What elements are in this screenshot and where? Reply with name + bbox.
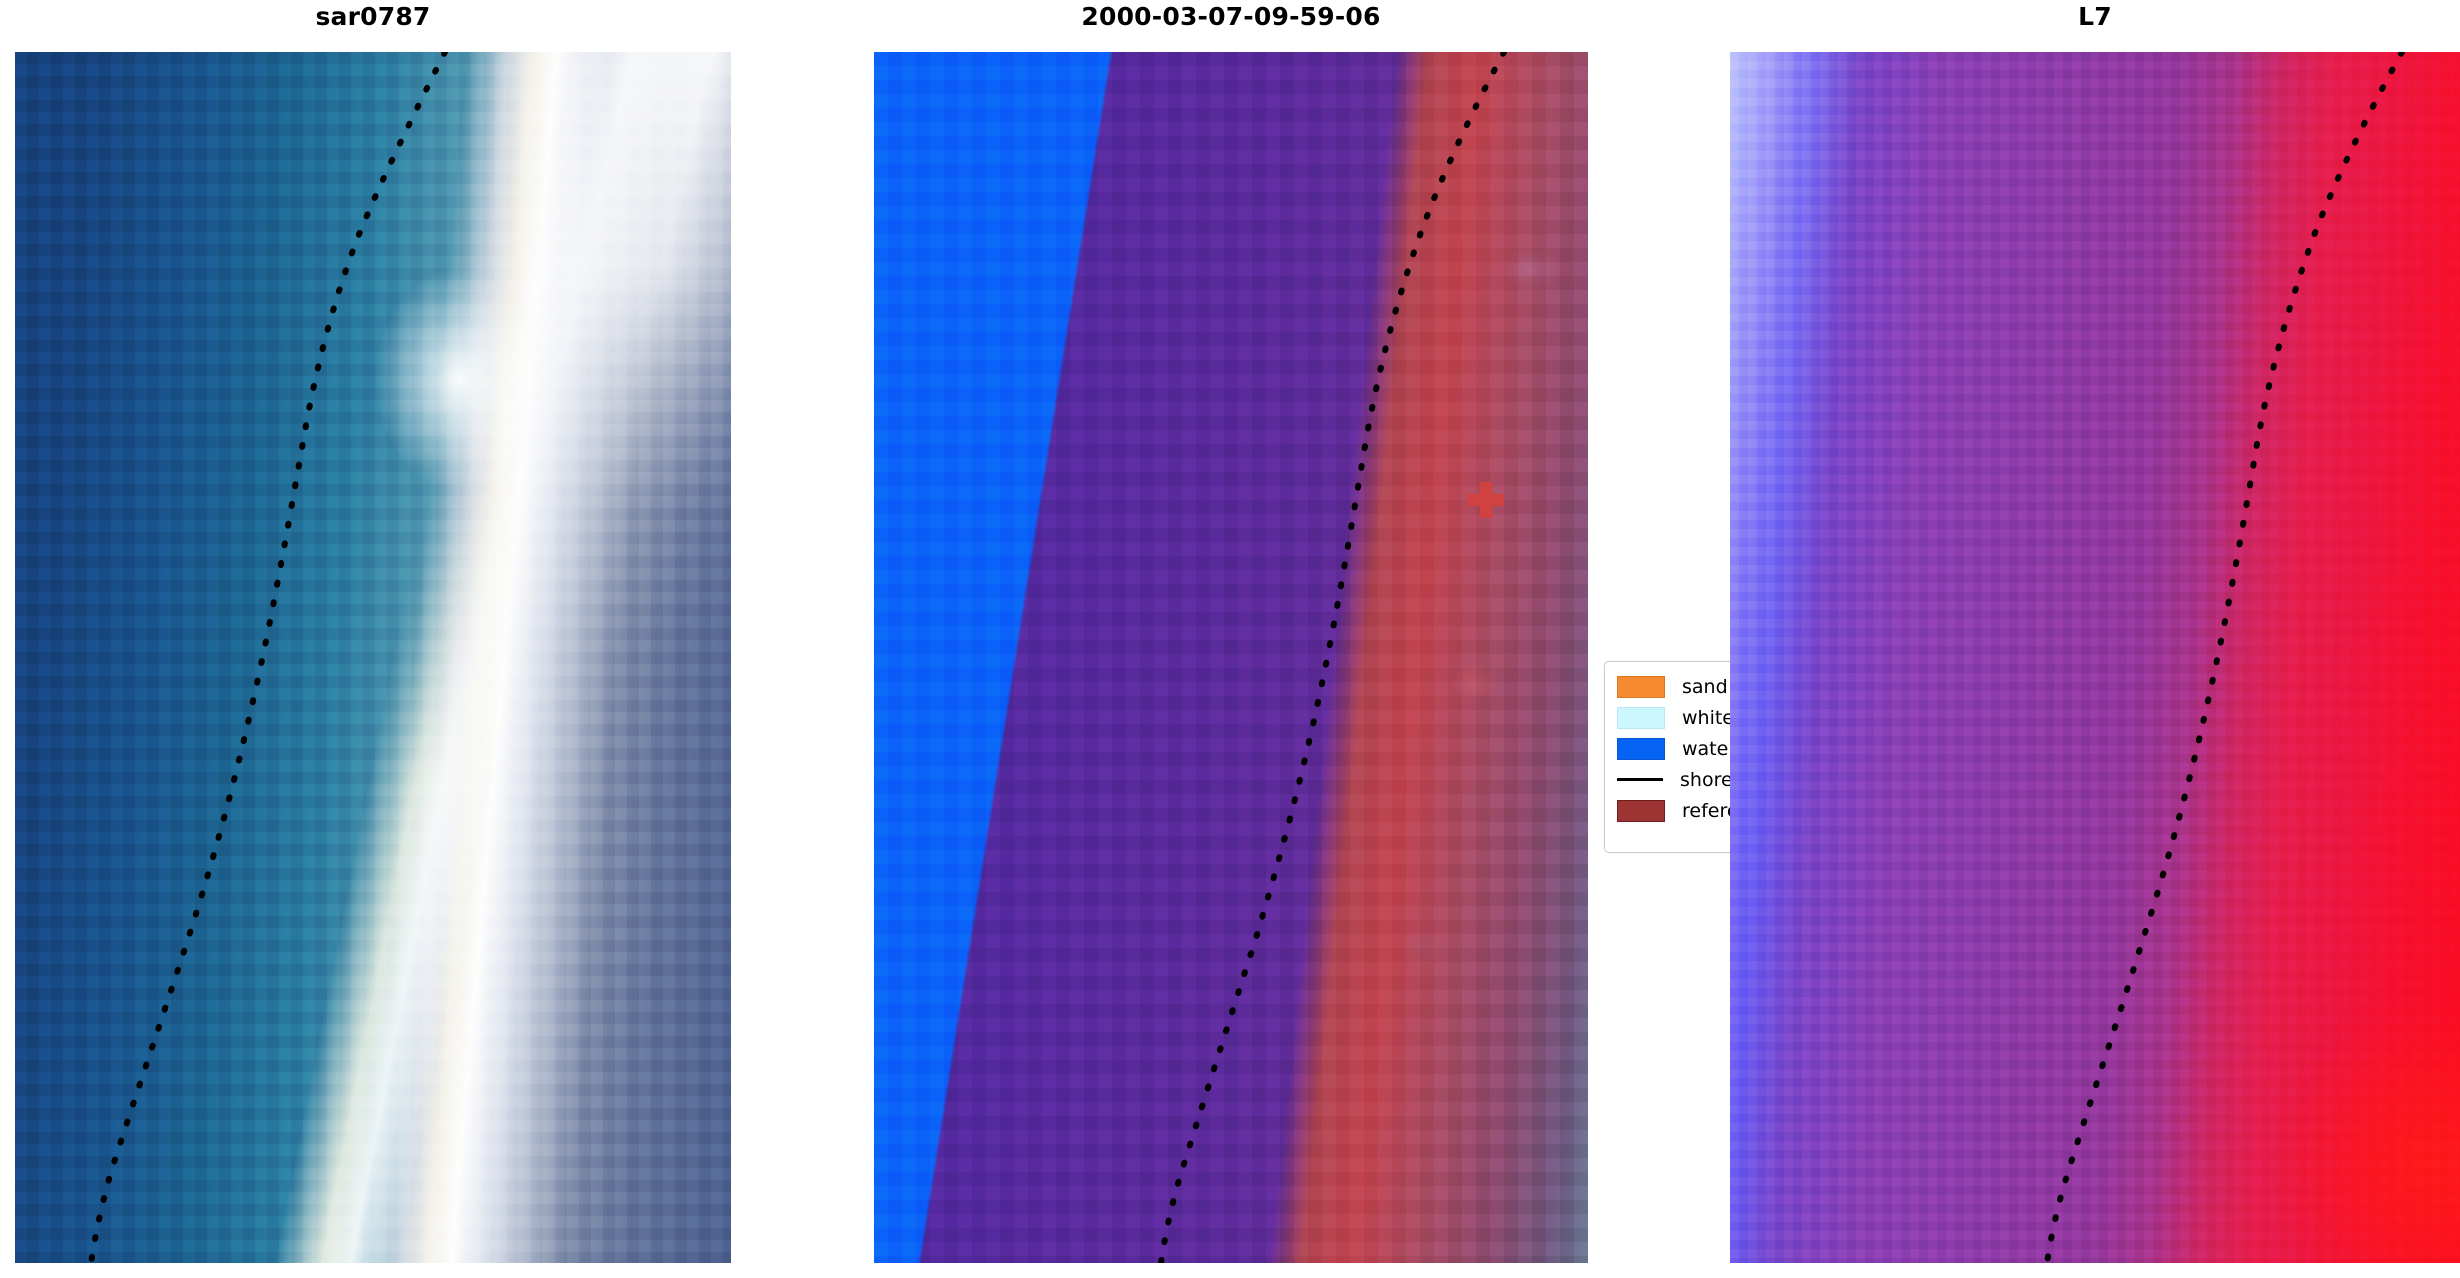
reference-cross-marker xyxy=(1468,482,1504,518)
water-swatch xyxy=(1617,737,1665,760)
legend-item-shoreline: shoreline xyxy=(1617,764,1787,795)
legend-label-sand: sand xyxy=(1682,675,1728,698)
map-legend: sand whitewater water shoreline referenc… xyxy=(1604,661,1798,853)
legend-item-sand: sand xyxy=(1617,671,1787,702)
legend-label-reference-shoreline: reference shoreline xyxy=(1682,799,1797,822)
sar-pixel-texture xyxy=(15,52,731,1263)
l7-image-axes xyxy=(1730,52,2460,1263)
panel-l7: L7 xyxy=(1730,0,2460,1263)
reference-shoreline-swatch xyxy=(1617,799,1665,822)
legend-item-reference-shoreline: reference shoreline xyxy=(1617,795,1797,826)
legend-label-whitewater: whitewater xyxy=(1682,706,1789,729)
sar-lower-surf xyxy=(15,52,731,1263)
panel-title-l7: L7 xyxy=(2078,2,2112,31)
sand-swatch xyxy=(1617,675,1665,698)
panel-title-sar: sar0787 xyxy=(315,2,431,31)
sar-shoreline-overlay xyxy=(88,52,448,1263)
classification-pixel-texture xyxy=(874,52,1588,1263)
classification-speckle xyxy=(874,52,1588,1263)
classification-image-axes xyxy=(874,52,1588,1263)
legend-label-water: water xyxy=(1682,737,1737,760)
legend-label-shoreline: shoreline xyxy=(1680,768,1767,791)
panel-title-classification: 2000-03-07-09-59-06 xyxy=(1081,2,1381,31)
l7-shoreline-overlay xyxy=(2044,52,2405,1263)
sar-image-axes xyxy=(15,52,731,1263)
panel-sar: sar0787 xyxy=(15,0,731,1263)
panel-classification: 2000-03-07-09-59-06 xyxy=(874,0,1588,1263)
legend-item-water: water xyxy=(1617,733,1787,764)
classification-shoreline-overlay xyxy=(1158,52,1507,1263)
shoreline-line-marker xyxy=(1617,778,1663,781)
whitewater-swatch xyxy=(1617,706,1665,729)
legend-item-whitewater: whitewater xyxy=(1617,702,1789,733)
